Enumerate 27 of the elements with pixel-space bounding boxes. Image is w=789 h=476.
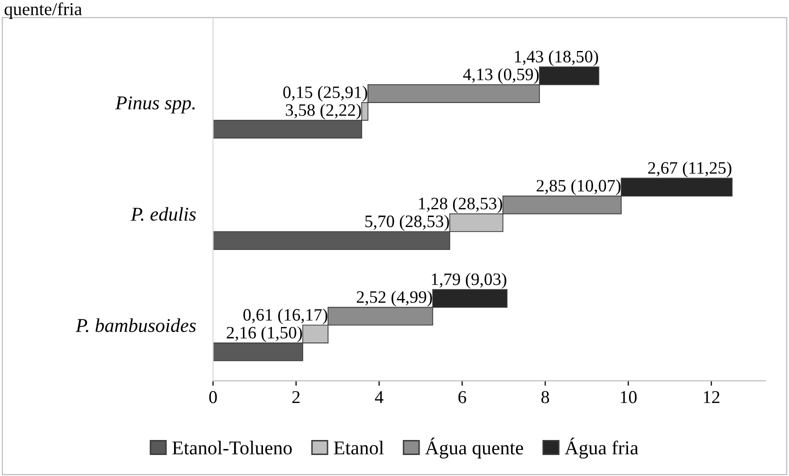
data-label: 2,85 (10,07) [536,179,620,196]
x-tick-label: 10 [620,391,637,404]
legend-label: Etanol [334,440,384,454]
data-label: 1,43 (18,50) [514,50,598,66]
data-label: 1,79 (9,03) [432,272,506,289]
x-tick-label: 2 [292,391,300,404]
x-tick-label: 0 [209,391,217,404]
y-tick-label: Pinus spp. [115,96,195,114]
data-label: 2,67 (11,25) [648,162,732,178]
data-label: 2,52 (4,99) [356,290,432,306]
x-tick-label: 8 [541,391,550,404]
x-tick-label: 6 [458,391,466,404]
data-label: 4,13 (0,59) [463,68,539,84]
legend-label: Água fria [564,438,638,458]
x-tick-label: 4 [374,391,384,404]
data-label: 0,15 (25,91) [283,86,368,102]
y-tick-label: P. bambusoides [76,318,196,332]
x-tick-label: 12 [704,391,720,404]
data-label: 0,61 (16,17) [243,308,328,324]
data-label: 5,70 (28,53) [365,215,449,231]
text: quente/fria [4,2,82,19]
data-label: 2,16 (1,50) [226,326,302,342]
data-label: 1,28 (28,53) [419,197,502,213]
data-label: 3,58 (2,22) [286,104,361,120]
y-tick-label: P. edulis [130,207,196,221]
legend-label: Água quente [425,438,524,458]
legend-label: Etanol-Tolueno [172,440,292,454]
